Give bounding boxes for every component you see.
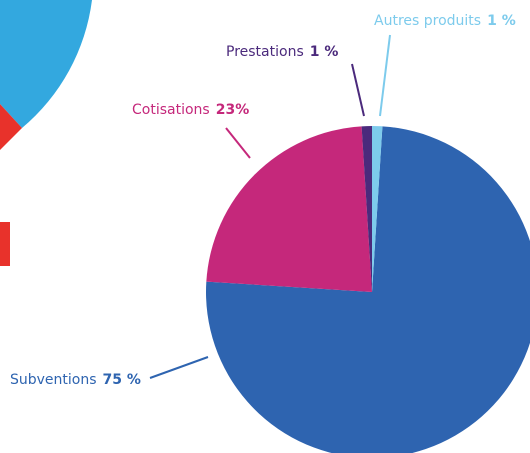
leader-line — [149, 356, 209, 379]
pie-slice — [206, 126, 372, 292]
neighbour-box — [0, 222, 10, 266]
neighbour-slice — [0, 104, 22, 150]
slice-value: 23% — [216, 102, 250, 118]
slice-value: 1 % — [310, 44, 339, 60]
slice-label: Autres produits 1 % — [374, 13, 516, 29]
leader-line — [351, 63, 365, 117]
neighbour-slice — [0, 0, 92, 128]
pie-slice — [372, 126, 383, 292]
slice-name: Prestations — [226, 44, 304, 60]
pie — [206, 126, 530, 453]
slice-name: Subventions — [10, 372, 97, 388]
slice-name: Cotisations — [132, 102, 210, 118]
pie-slice — [361, 126, 372, 292]
slice-label: Subventions 75 % — [10, 372, 141, 388]
slice-label: Cotisations 23% — [132, 102, 249, 118]
slice-name: Autres produits — [374, 13, 481, 29]
leader-line — [379, 34, 391, 117]
slice-value: 75 % — [103, 372, 141, 388]
labels: Subventions 75 % Cotisations 23% Prestations… — [10, 13, 516, 388]
leader-line — [225, 127, 251, 159]
pie-slice — [206, 126, 530, 453]
slice-label: Prestations 1 % — [226, 44, 338, 60]
slice-value: 1 % — [487, 13, 516, 29]
